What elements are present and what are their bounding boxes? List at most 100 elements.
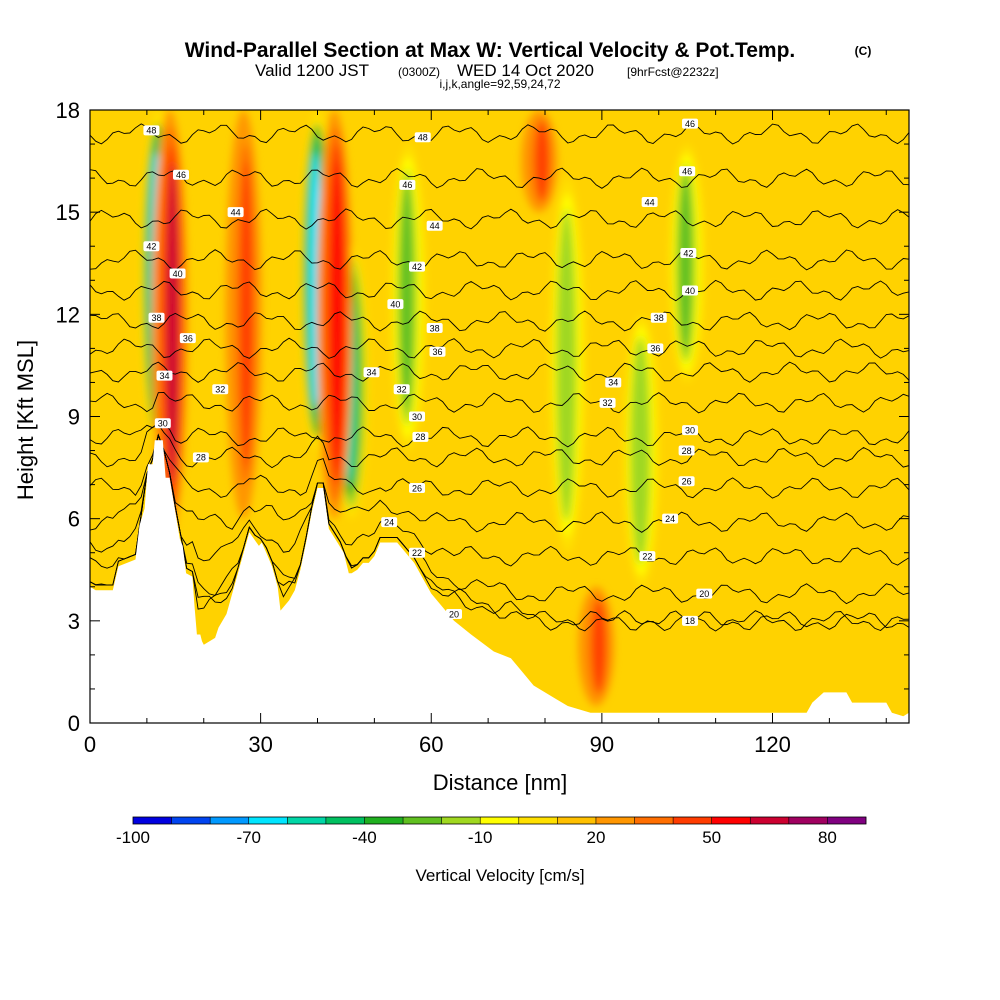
contour-labels: 48 46 44 42 40 38 36 34 32 30 28 48 46 44 42 40 38 36 34 32… [143,118,713,626]
y-tick-label: 3 [68,609,80,634]
colorbar-swatch [364,817,404,824]
contour-label: 42 [680,248,697,258]
contour-label: 24 [662,513,679,524]
contour-label: 40 [387,299,404,309]
theta-contour-22 [90,433,909,567]
theta-contour-34 [90,361,909,383]
colorbar-label: Vertical Velocity [cm/s] [415,866,584,885]
terrain [90,440,909,723]
contour-label: 22 [409,547,426,558]
x-tick-label: 30 [248,732,272,757]
y-tick-label: 0 [68,711,80,736]
contour-label: 36 [429,346,446,357]
y-axis-label: Height [Kft MSL] [13,340,38,500]
contour-label: 22 [639,551,656,561]
colorbar-swatch [788,817,828,824]
x-tick-label: 90 [590,732,614,757]
contour-label: 44 [426,220,443,231]
contour-label: 44 [641,196,658,207]
contour-label: 46 [682,118,699,129]
colorbar-swatch [248,817,288,824]
contour-label: 34 [605,377,622,388]
svg-text:34: 34 [159,371,169,381]
x-axis: 0 30 60 90 120 [84,110,887,757]
contour-label: 20 [446,609,462,619]
svg-text:36: 36 [432,347,442,357]
svg-text:42: 42 [412,262,422,272]
colorbar-tick-label: -10 [468,828,493,847]
updraft-3-band-3 [536,122,549,200]
x-tick-label: 60 [419,732,443,757]
svg-text:28: 28 [415,432,425,442]
svg-text:46: 46 [682,167,692,177]
contour-label: 24 [381,517,398,527]
copyright-mark: (C) [855,44,872,58]
contour-label: 48 [143,125,160,136]
contour-label: 34 [363,367,380,378]
subtitle-forecast: [9hrFcst@2232z] [627,65,719,79]
theta-contour-32 [90,391,909,414]
svg-text:40: 40 [173,269,183,279]
svg-text:32: 32 [397,385,407,395]
colorbar-frame [132,816,867,825]
contour-label: 32 [599,397,616,408]
colorbar-swatch [133,817,172,824]
svg-text:36: 36 [650,344,660,354]
plot-area: 48 46 44 42 40 38 36 34 32 30 28 48 46 44 42 40 38 36 34 32… [90,110,909,723]
updraft-4-band-3 [593,601,606,692]
downdraft-6-band-3 [679,173,692,353]
chart-title: Wind-Parallel Section at Max W: Vertical… [185,39,796,62]
theta-contour-36 [90,337,909,359]
svg-text:20: 20 [699,589,709,599]
theta-contour-38 [90,310,909,332]
colorbar-swatch [441,817,481,824]
theta-contour-20 [90,433,909,605]
colorbar-swatch [711,817,751,824]
svg-text:28: 28 [682,446,692,456]
y-tick-label: 6 [68,507,80,532]
contour-label: 30 [682,425,699,435]
subtitle-utc-time: (0300Z) [398,65,440,79]
contour-label: 46 [399,179,416,190]
contour-label: 38 [650,312,667,323]
svg-text:44: 44 [645,197,655,207]
velocity-field [140,110,706,706]
colorbar-tick-label: -70 [236,828,261,847]
svg-text:36: 36 [183,333,193,343]
colorbar-swatch [750,817,790,824]
colorbar: -100 -70 -40 -10 20 50 80 [116,816,867,847]
subtitle-valid-date: WED 14 Oct 2020 [457,61,594,80]
contour-label: 20 [696,588,713,599]
potential-temperature-contours [90,123,909,632]
contour-label: 28 [192,452,209,463]
svg-text:44: 44 [430,221,440,231]
theta-contour-42 [90,249,909,271]
contour-label: 40 [682,285,699,296]
colorbar-swatch [171,817,211,824]
theta-contour-46 [90,167,909,189]
y-tick-label: 15 [56,200,80,225]
updraft-0-band-3 [166,163,179,483]
svg-text:22: 22 [642,551,652,561]
downdraft-4-band-3 [559,224,572,506]
contour-label: 32 [393,384,410,395]
svg-text:18: 18 [685,616,695,626]
colorbar-swatch [480,817,520,824]
contour-label: 46 [679,166,696,177]
x-axis-label: Distance [nm] [433,770,568,795]
updraft-2-band-3 [331,161,344,468]
svg-text:28: 28 [196,453,206,463]
svg-text:44: 44 [231,207,241,217]
svg-text:42: 42 [146,242,156,252]
field-background [90,110,909,723]
colorbar-swatch [287,817,327,824]
theta-contour-40 [90,279,909,302]
svg-text:40: 40 [685,286,695,296]
colorbar-swatch [557,817,597,824]
contour-label: 44 [227,207,244,217]
svg-text:38: 38 [430,323,440,333]
svg-text:30: 30 [685,425,695,435]
contour-label: 28 [412,431,429,442]
